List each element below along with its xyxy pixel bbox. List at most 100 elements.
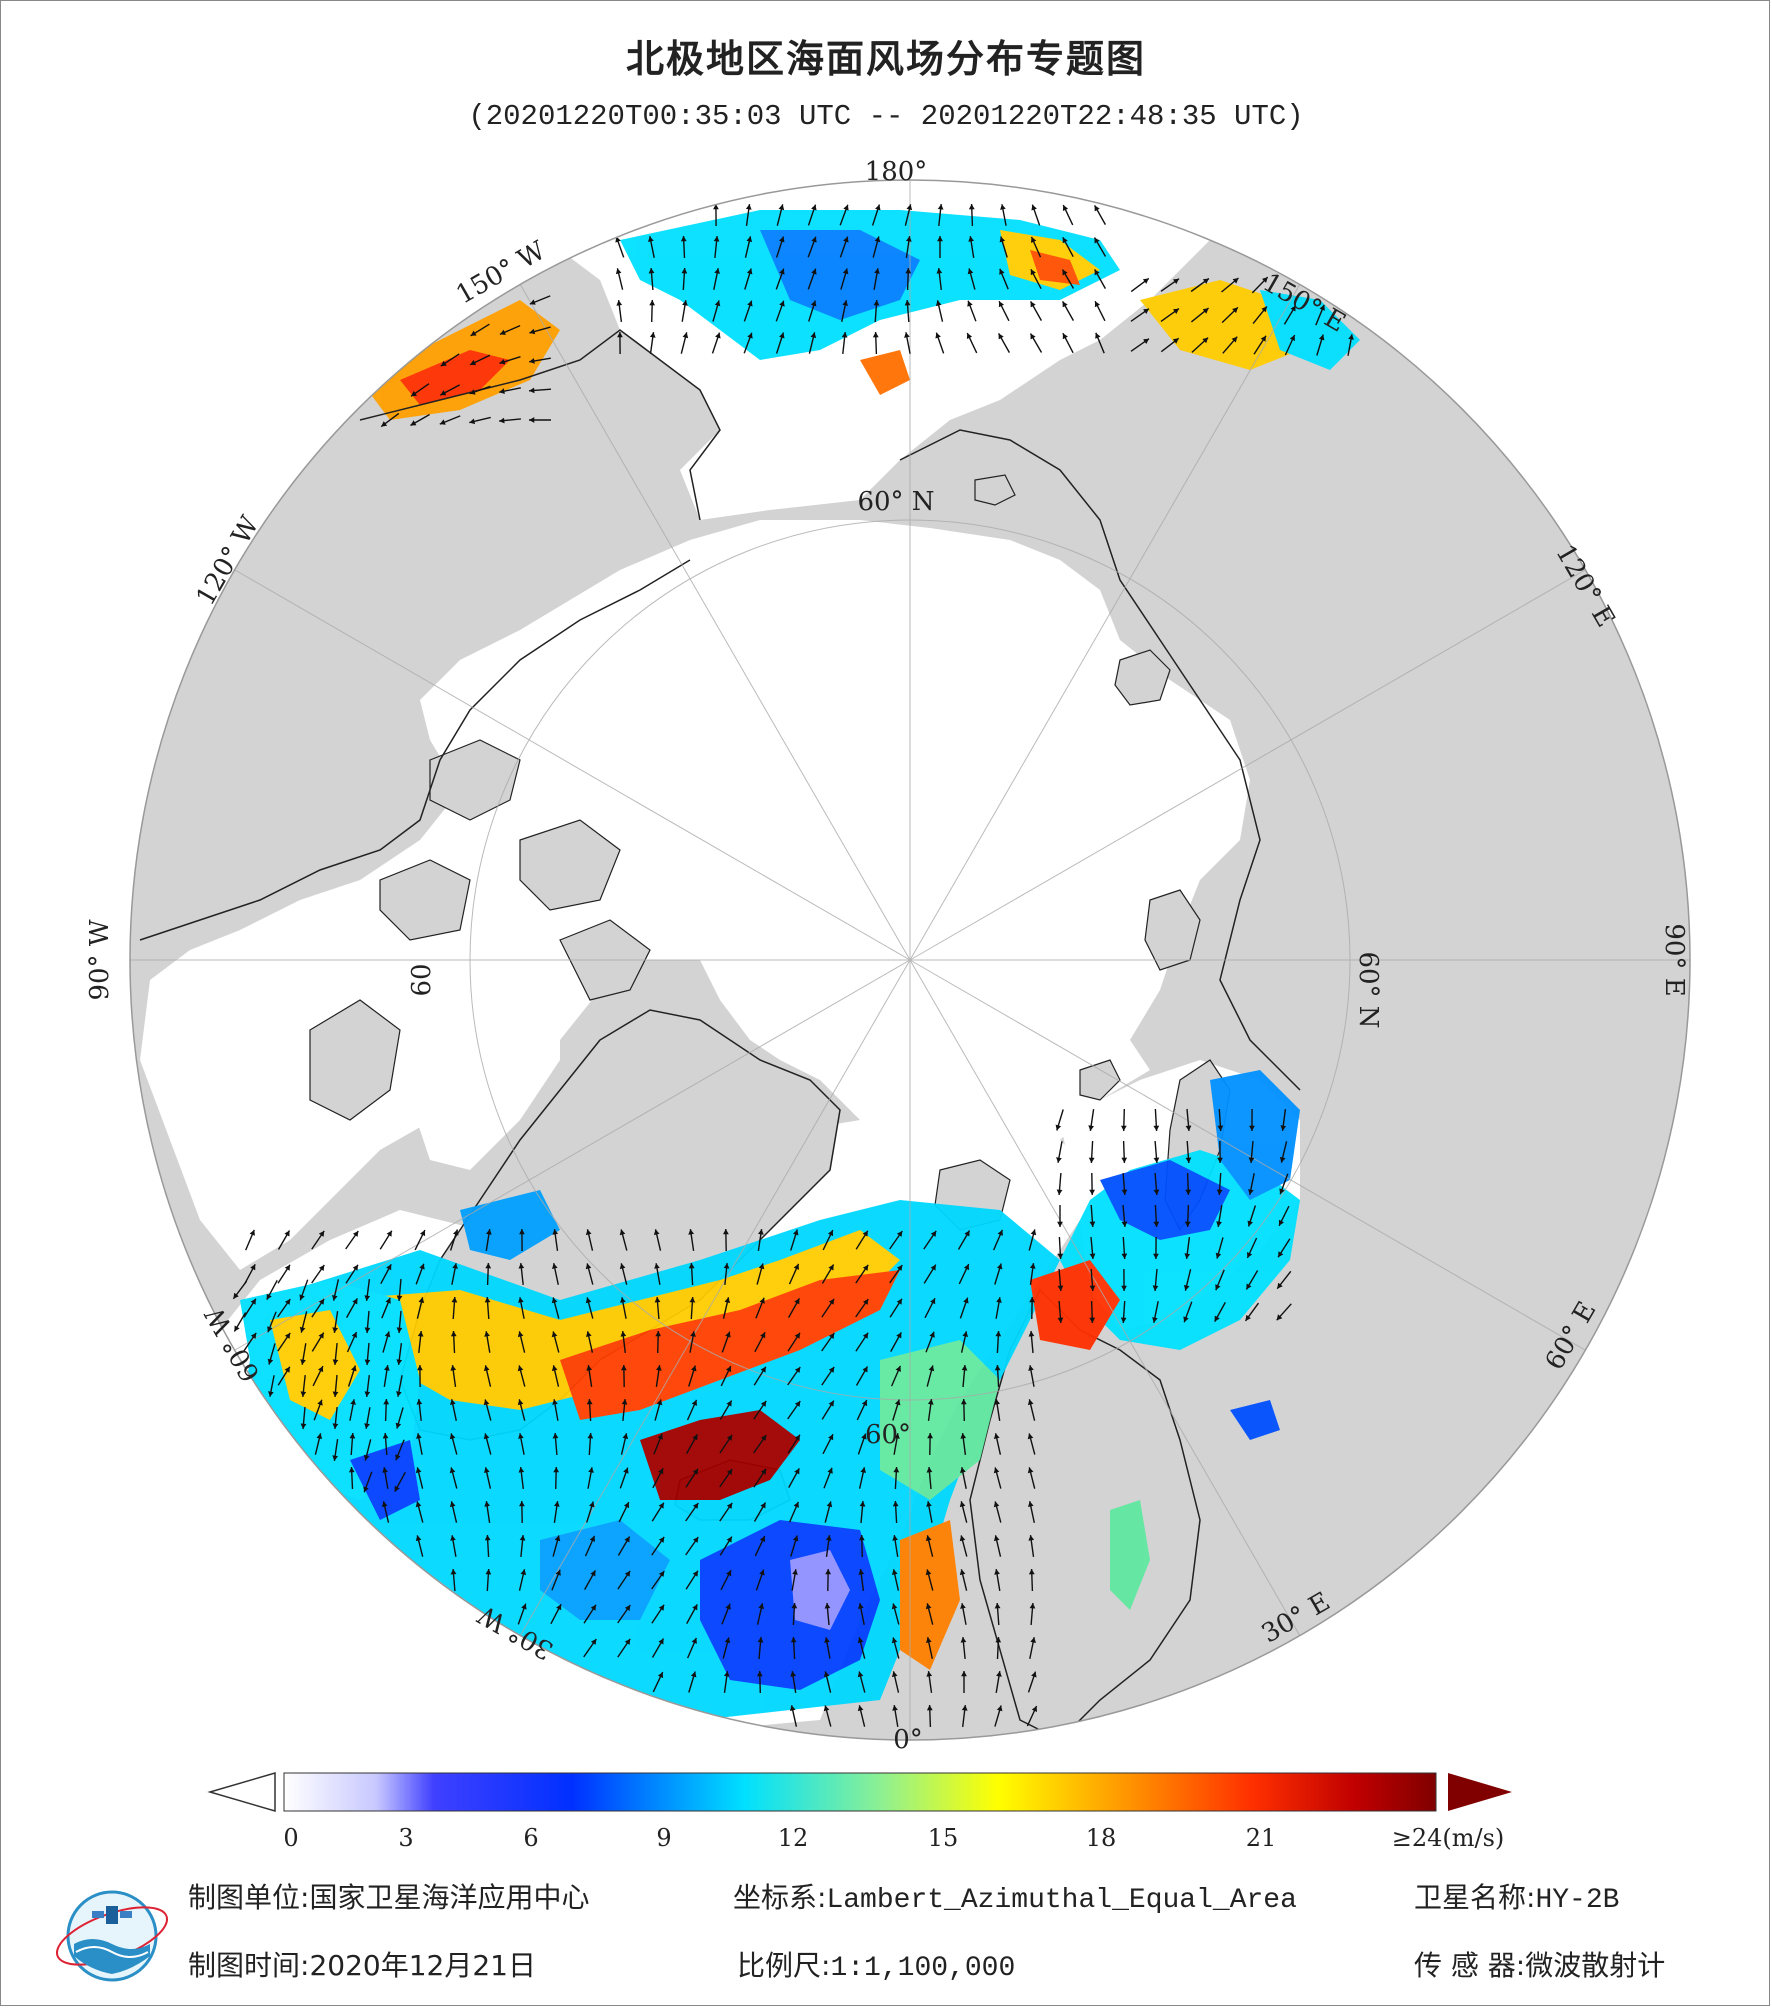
wind-arrow-head [1062,301,1068,308]
wind-arrow-head [1055,1124,1062,1131]
wind-arrow-head [499,388,505,394]
wind-arrow-head [1276,1314,1283,1321]
wind-arrow-head [250,1298,256,1305]
wind-arrow-head [284,1332,291,1339]
colorbar-tick-6: 6 [523,1824,539,1852]
wind-arrow-head [828,1366,835,1373]
wind-arrow-head [930,1298,936,1305]
wind-arrow-head [993,1501,1000,1508]
wind-arrow-head [790,1671,796,1677]
wind-arrow-head [793,1263,799,1270]
wrangel-island [974,474,1016,506]
wind-arrow-head [1216,1221,1222,1227]
wind-arrow-head [682,332,689,339]
wind-arrow-head [758,1603,764,1609]
wind-arrow-head [1143,338,1149,344]
wind-arrow-head [1057,1221,1063,1227]
wind-arrow-head [551,1331,558,1338]
wind-arrow-head [483,1365,490,1372]
wind-arrow-head [1278,1219,1284,1226]
wind-arrow-head [440,390,447,396]
wind-arrow-head [893,1467,900,1473]
wind-arrow-head [383,1399,390,1405]
wind-arrow-head [843,204,849,211]
wind-arrow-head [250,1264,256,1271]
wind-arrow-head [935,332,941,339]
wind-arrow-head [793,1229,799,1236]
wind-arrow-head [233,1292,239,1299]
wind-arrow-head [794,1434,800,1441]
wind-arrow-head [963,1297,969,1304]
wind-arrow-head [926,1501,932,1507]
wind-arrow-head [726,1570,732,1577]
wind-arrow-head [1121,1157,1128,1163]
wind-arrow-head [859,1535,865,1541]
wind-arrow-head [1062,205,1069,211]
wind-arrow-head [654,1263,660,1269]
wind-arrow-head [386,1264,392,1271]
wind-arrow-head [1143,308,1149,314]
wind-arrow-head [518,1297,524,1303]
wind-arrow-head [364,1295,371,1301]
wind-arrow-head [656,1399,663,1406]
wind-arrow-head [1121,1189,1128,1195]
wind-arrow-head [1062,237,1068,244]
wind-arrow-head [961,1705,968,1711]
wind-arrow-head [1348,334,1354,340]
wind-arrow-head [758,1229,764,1235]
wind-arrow-head [1232,307,1238,314]
wind-arrow-head [760,1435,767,1441]
wind-arrow-head [518,1433,524,1439]
wind-arrow-head [858,1569,865,1575]
wind-arrow-head [996,1297,1002,1303]
wind-arrow-head [484,1535,491,1541]
wind-arrow-head [1153,1221,1160,1227]
wind-arrow-head [485,1569,492,1575]
wind-arrow-head [1031,236,1037,243]
colorbar-tick-18: 18 [1085,1824,1117,1852]
wind-arrow-head [1185,1125,1192,1131]
wind-arrow-head [826,1501,833,1508]
wind-arrow-head [381,1501,388,1508]
wind-arrow-head [234,1325,240,1332]
wind-arrow-head [416,1399,423,1405]
wind-arrow-head [1027,1399,1034,1406]
wind-arrow-head [1028,1535,1035,1541]
wind-arrow-head [590,1570,596,1577]
wind-arrow-head [723,1671,730,1677]
wind-arrow-head [828,1333,835,1339]
wind-arrow-head [332,1391,339,1397]
wind-arrow-head [451,1297,458,1303]
wind-arrow-head [266,1293,272,1300]
wind-arrow-head [892,1501,899,1507]
wind-arrow-head [267,1326,273,1333]
wind-arrow-head [827,1467,833,1474]
wind-arrow-head [350,1399,356,1405]
wind-arrow-head [649,332,656,338]
wind-arrow-head [725,1366,732,1373]
wind-arrow-head [411,390,417,397]
footer-date-label: 制图时间: [188,1949,310,1982]
wind-arrow-head [658,1502,664,1509]
wind-arrow-head [725,1331,731,1338]
wind-arrow-head [529,328,536,335]
wind-arrow-head [499,329,506,335]
wind-arrow-head [928,1365,935,1372]
wind-arrow-head [891,1569,898,1575]
graticule [130,180,1690,1740]
map-title: 北极地区海面风场分布专题图 [625,37,1146,81]
wind-arrow-head [692,1570,698,1577]
wind-arrow-head [1062,333,1068,340]
wind-arrow-head [420,1230,426,1237]
wind-arrow-head [689,1297,696,1303]
footer-sensor-label: 传 感 器: [1414,1949,1526,1982]
wind-arrow-head [811,236,817,243]
wind-arrow-head [690,1671,697,1678]
wind-arrow-head [692,1503,699,1509]
wind-arrow-head [692,1434,698,1441]
wind-arrow-head [484,1501,490,1507]
wind-arrow-head [827,1230,834,1237]
wind-arrow-head [1183,1284,1190,1291]
wind-arrow-head [959,1535,966,1542]
wind-arrow-head [1095,332,1101,339]
